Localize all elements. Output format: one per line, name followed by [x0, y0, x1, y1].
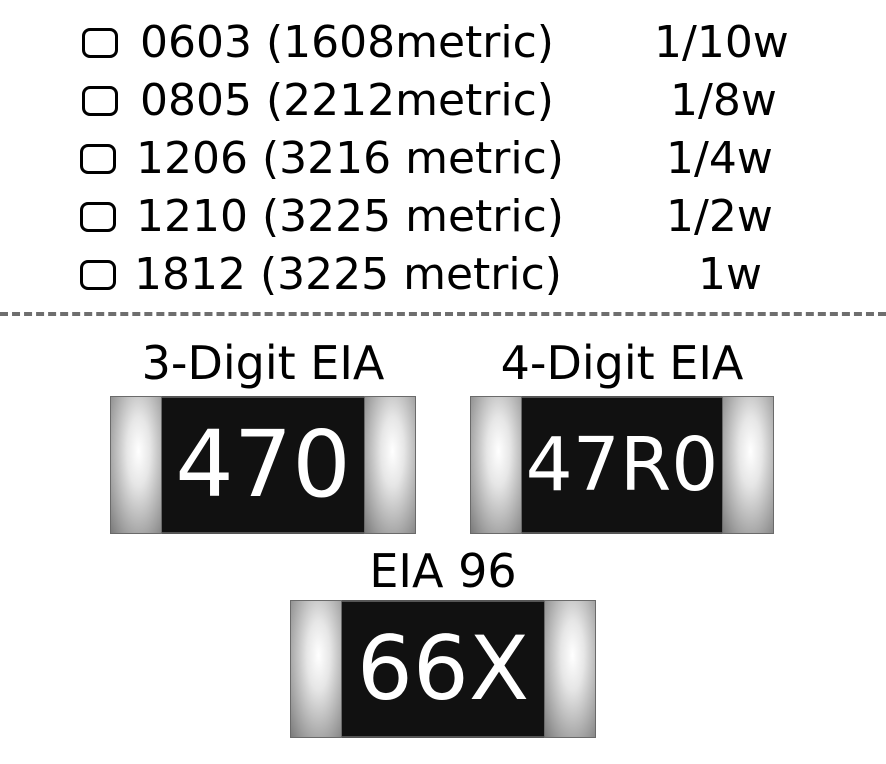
resistor-end-cap — [364, 396, 416, 534]
dashed-divider — [0, 312, 886, 316]
package-label: 1210 (3225 metric) — [136, 191, 564, 242]
package-label: 0805 (2212metric) — [140, 75, 554, 126]
resistor-marking: 470 — [175, 411, 351, 518]
resistor-end-cap — [290, 600, 342, 738]
rounded-square-icon — [82, 28, 118, 58]
eia96-label: EIA 96 — [369, 544, 517, 598]
power-rating: 1w — [698, 249, 762, 300]
four-digit-eia-label: 4-Digit EIA — [500, 336, 744, 390]
size-row-0805: 0805 (2212metric) 1/8w — [78, 72, 868, 130]
power-rating: 1/2w — [666, 191, 773, 242]
size-row-1206: 1206 (3216 metric) 1/4w — [78, 130, 868, 188]
smd-resistor-eia96: 66X — [290, 600, 596, 738]
rounded-square-icon — [80, 144, 116, 174]
power-rating: 1/4w — [666, 133, 773, 184]
rounded-square-icon — [80, 260, 116, 290]
resistor-end-cap — [110, 396, 162, 534]
resistor-end-cap — [544, 600, 596, 738]
smd-resistor-four-digit: 47R0 — [470, 396, 774, 534]
rounded-square-icon — [80, 202, 116, 232]
resistor-marking: 47R0 — [525, 422, 719, 508]
power-rating: 1/10w — [654, 17, 789, 68]
package-label: 1812 (3225 metric) — [134, 249, 562, 300]
size-row-0603: 0603 (1608metric) 1/10w — [78, 14, 868, 72]
smd-resistor-three-digit: 470 — [110, 396, 416, 534]
rounded-square-icon — [82, 86, 118, 116]
package-size-list: 0603 (1608metric) 1/10w 0805 (2212metric… — [78, 14, 868, 304]
resistor-end-cap — [470, 396, 522, 534]
resistor-end-cap — [722, 396, 774, 534]
package-label: 0603 (1608metric) — [140, 17, 554, 68]
power-rating: 1/8w — [670, 75, 777, 126]
size-row-1210: 1210 (3225 metric) 1/2w — [78, 188, 868, 246]
resistor-marking: 66X — [356, 617, 530, 720]
three-digit-eia-label: 3-Digit EIA — [141, 336, 385, 390]
package-label: 1206 (3216 metric) — [136, 133, 564, 184]
size-row-1812: 1812 (3225 metric) 1w — [78, 246, 868, 304]
